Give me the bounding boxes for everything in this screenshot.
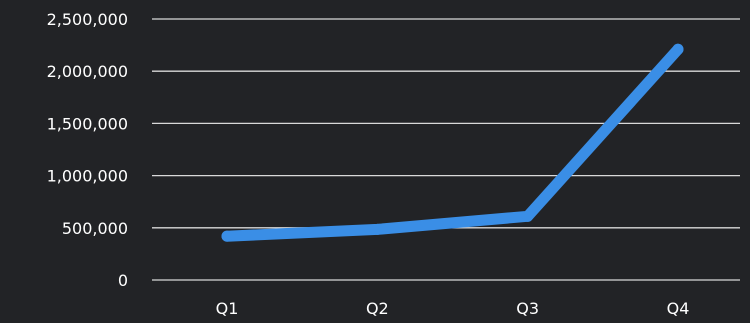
x-axis-tick-labels: Q1 Q2 Q3 Q4: [216, 299, 690, 318]
y-tick-label: 1,000,000: [47, 167, 128, 186]
y-tick-label: 1,500,000: [47, 114, 128, 133]
y-tick-label: 0: [118, 271, 128, 290]
series-line: [227, 49, 678, 236]
x-tick-label: Q4: [667, 299, 690, 318]
y-axis-tick-labels: 0 500,000 1,000,000 1,500,000 2,000,000 2,500…: [47, 10, 128, 290]
y-tick-label: 500,000: [62, 219, 128, 238]
x-tick-label: Q1: [216, 299, 239, 318]
x-tick-label: Q3: [516, 299, 539, 318]
data-point: [222, 231, 233, 242]
x-tick-label: Q2: [366, 299, 389, 318]
series-layer: [222, 44, 684, 242]
y-tick-label: 2,000,000: [47, 62, 128, 81]
data-point: [522, 211, 533, 222]
y-tick-label: 2,500,000: [47, 10, 128, 29]
data-point: [372, 224, 383, 235]
data-point: [673, 44, 684, 55]
